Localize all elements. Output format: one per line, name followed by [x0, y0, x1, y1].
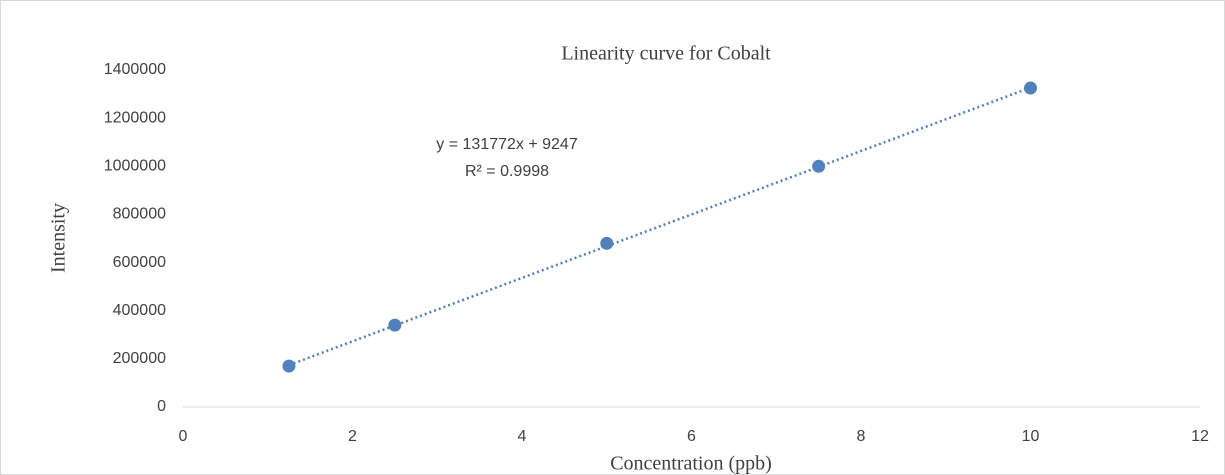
data-point — [388, 318, 402, 332]
x-tick-label: 4 — [518, 428, 527, 445]
data-point — [812, 159, 826, 173]
y-tick-label: 1400000 — [104, 61, 166, 78]
y-tick-label: 1000000 — [104, 158, 166, 175]
chart-title: Linearity curve for Cobalt — [561, 43, 771, 65]
y-tick-label: 400000 — [113, 302, 166, 319]
trendline-r2: R² = 0.9998 — [465, 163, 549, 180]
data-point — [282, 359, 296, 373]
x-tick-label: 10 — [1022, 428, 1040, 445]
trendline — [288, 86, 1031, 367]
x-tick-label: 0 — [179, 428, 188, 445]
y-tick-label: 600000 — [113, 254, 166, 271]
data-point — [600, 236, 614, 250]
y-tick-label: 0 — [157, 398, 166, 415]
y-axis-label: Intensity — [48, 203, 70, 273]
y-tick-label: 800000 — [113, 206, 166, 223]
x-tick-label: 2 — [348, 428, 357, 445]
y-tick-label: 1200000 — [104, 109, 166, 126]
y-tick-label: 200000 — [113, 350, 166, 367]
data-point — [1024, 81, 1037, 95]
x-tick-label: 6 — [687, 428, 696, 445]
x-tick-label: 8 — [857, 428, 866, 445]
trendline-equation: y = 131772x + 9247 — [436, 136, 578, 153]
x-axis-label: Concentration (ppb) — [610, 453, 772, 475]
x-tick-label: 12 — [1191, 428, 1209, 445]
